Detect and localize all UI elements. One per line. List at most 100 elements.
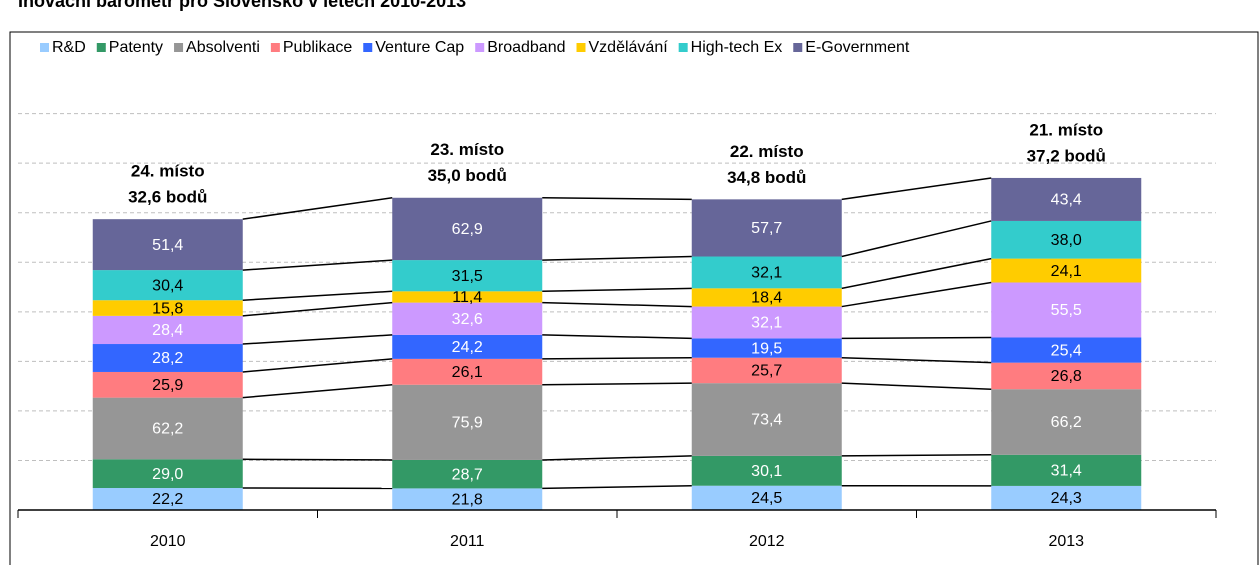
x-tick-label: 2013 <box>1048 533 1084 550</box>
bar-segment <box>691 256 842 289</box>
value-label: 24,3 <box>1051 490 1082 507</box>
bar-segment <box>92 488 243 510</box>
value-label: 24,5 <box>751 490 782 507</box>
bar-segment <box>691 383 842 456</box>
bar-segment <box>991 282 1142 338</box>
bar-segment <box>392 334 543 359</box>
connector-line <box>542 255 692 261</box>
bar-segment <box>991 258 1142 283</box>
value-label: 57,7 <box>751 220 782 237</box>
connector-line <box>841 220 992 258</box>
value-label: 28,4 <box>152 322 183 339</box>
bar-segment <box>392 384 543 460</box>
value-label: 30,4 <box>152 277 183 294</box>
connector-line <box>242 290 393 301</box>
value-label: 28,7 <box>452 466 483 483</box>
bar-segment <box>691 485 842 510</box>
legend-swatch <box>363 43 373 52</box>
connector-line <box>542 382 692 386</box>
legend-swatch <box>793 43 803 52</box>
bar-segment <box>691 288 842 307</box>
bar-segment <box>392 260 543 292</box>
legend-swatch <box>270 43 280 52</box>
bar-segment <box>392 291 543 303</box>
connector-line <box>841 356 992 364</box>
annotation: 37,2 bodů <box>1027 146 1106 165</box>
value-label: 29,0 <box>152 466 183 483</box>
value-label: 62,2 <box>152 421 183 438</box>
bar-segment <box>691 455 842 486</box>
bar-segment <box>92 397 243 460</box>
annotation: 32,6 bodů <box>128 188 207 207</box>
value-label: 55,5 <box>1051 302 1082 319</box>
bar-segment <box>691 338 842 358</box>
value-label: 32,6 <box>452 311 483 328</box>
value-label: 32,1 <box>751 265 782 282</box>
value-label: 18,4 <box>751 290 782 307</box>
value-label: 32,1 <box>751 315 782 332</box>
connector-line <box>841 257 992 290</box>
annotation: 35,0 bodů <box>428 166 507 185</box>
legend-swatch <box>174 43 184 52</box>
connector-line <box>841 177 992 201</box>
connector-line <box>242 458 393 461</box>
legend-label: Broadband <box>487 39 565 56</box>
value-label: 28,2 <box>152 350 183 367</box>
bar-segment <box>991 177 1142 221</box>
legend-swatch <box>96 43 106 52</box>
connector-line <box>242 259 393 271</box>
bar-segment <box>392 488 543 510</box>
legend-label: Venture Cap <box>375 39 464 56</box>
connector-line <box>242 384 393 399</box>
value-label: 43,4 <box>1051 192 1082 209</box>
legend-label: Vzdělávání <box>589 39 669 56</box>
annotation: 22. místo <box>730 142 804 161</box>
legend-label: Absolventi <box>186 39 260 56</box>
connector-line <box>841 336 992 340</box>
bar-segment <box>92 270 243 301</box>
bar-segment <box>92 219 243 271</box>
annotation: 23. místo <box>430 140 504 159</box>
value-label: 21,8 <box>452 491 483 508</box>
bar-segment <box>392 197 543 261</box>
connector-line <box>841 454 992 457</box>
chart-frame <box>9 31 1259 565</box>
legend-swatch <box>475 43 485 52</box>
bar-segment <box>991 337 1142 363</box>
value-label: 25,4 <box>1051 342 1082 359</box>
bar-segment <box>92 315 243 345</box>
x-tick-label: 2012 <box>749 533 785 550</box>
value-label: 31,5 <box>452 268 483 285</box>
bar-segment <box>392 302 543 335</box>
bar-segment <box>392 459 543 489</box>
bar-segment <box>991 220 1142 259</box>
value-label: 51,4 <box>152 237 183 254</box>
legend-label: R&D <box>52 39 86 56</box>
legend-swatch <box>40 43 49 52</box>
value-label: 22,2 <box>152 491 183 508</box>
chart-title: Inovační barometr pro Slovensko v letech… <box>18 0 466 11</box>
value-label: 66,2 <box>1051 414 1082 431</box>
value-label: 73,4 <box>751 412 782 429</box>
value-label: 62,9 <box>452 221 483 238</box>
legend-swatch <box>576 43 586 52</box>
legend-label: Publikace <box>283 39 352 56</box>
value-label: 25,7 <box>751 363 782 380</box>
connector-line <box>542 301 692 308</box>
legend-label: E-Government <box>805 39 910 56</box>
value-label: 19,5 <box>751 340 782 357</box>
connector-line <box>542 197 692 201</box>
bar-segment <box>92 459 243 489</box>
bar-segment <box>991 389 1142 455</box>
value-label: 31,4 <box>1051 463 1082 480</box>
annotation: 34,8 bodů <box>727 168 806 187</box>
connector-line <box>542 287 692 293</box>
annotation: 24. místo <box>131 162 205 181</box>
legend-label: Patenty <box>109 39 163 56</box>
bar-segment <box>92 300 243 316</box>
value-label: 26,1 <box>452 364 483 381</box>
value-label: 38,0 <box>1051 232 1082 249</box>
value-label: 30,1 <box>751 463 782 480</box>
value-label: 24,2 <box>452 339 483 356</box>
connector-line <box>542 334 692 340</box>
